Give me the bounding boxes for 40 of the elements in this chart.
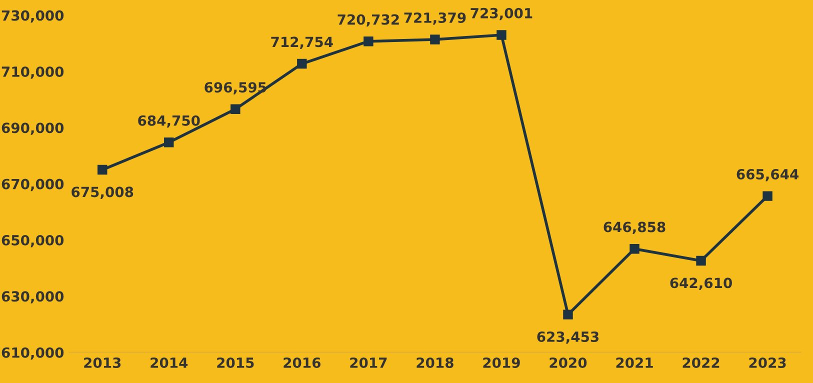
data-label: 721,379	[404, 12, 466, 25]
data-label: 720,732	[338, 14, 399, 27]
y-tick-label: 610,000	[2, 347, 64, 360]
y-tick-label: 710,000	[2, 66, 64, 79]
point	[364, 36, 374, 46]
point	[696, 256, 706, 266]
x-tick-label: 2021	[616, 357, 653, 368]
data-label: 623,453	[537, 331, 599, 344]
x-tick-label: 2019	[483, 357, 520, 368]
point	[430, 34, 440, 44]
point	[164, 138, 174, 148]
data-label: 642,610	[670, 278, 732, 290]
x-tick-label: 2016	[284, 357, 320, 368]
data-label: 712,754	[271, 36, 333, 49]
point	[98, 164, 108, 175]
data-label: 723,001	[470, 8, 532, 20]
point	[563, 310, 573, 320]
x-tick-label: 2015	[217, 357, 254, 368]
data-label: 696,595	[204, 82, 266, 94]
x-tick-label: 2020	[550, 357, 587, 368]
x-tick-label: 2023	[749, 357, 786, 368]
data-label: 665,644	[736, 169, 799, 182]
y-tick-label: 650,000	[2, 234, 64, 248]
y-tick-label: 690,000	[2, 122, 64, 135]
x-tick-label: 2018	[416, 357, 454, 368]
point	[630, 244, 640, 254]
point	[297, 58, 307, 69]
point	[230, 104, 240, 114]
x-tick-label: 2022	[682, 357, 720, 368]
x-tick-label: 2013	[84, 357, 121, 368]
x-tick-label: 2017	[350, 357, 387, 368]
y-tick-label: 630,000	[2, 291, 64, 304]
y-tick-label: 730,000	[2, 10, 64, 23]
y-tick-label: 670,000	[2, 178, 64, 192]
data-label: 646,858	[604, 222, 666, 234]
data-label: 675,008	[72, 186, 134, 199]
point	[762, 191, 772, 201]
x-tick-label: 2014	[150, 357, 188, 368]
data-label: 684,750	[138, 115, 200, 128]
point	[496, 30, 506, 40]
